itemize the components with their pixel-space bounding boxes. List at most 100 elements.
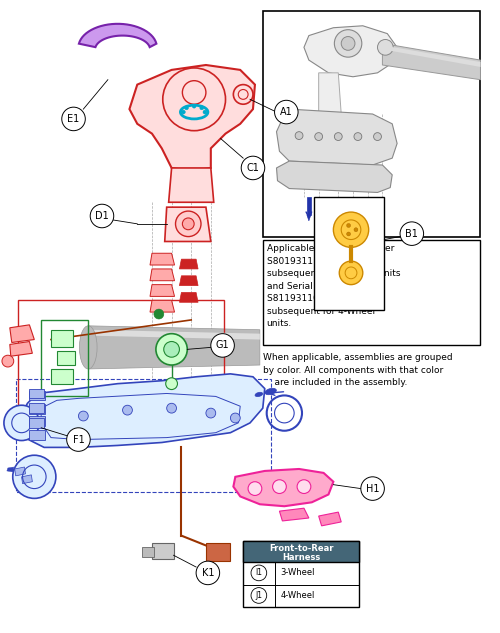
Circle shape [211, 334, 234, 357]
Bar [243, 541, 359, 607]
Circle shape [272, 480, 286, 494]
Circle shape [154, 309, 164, 319]
Text: H1: H1 [366, 484, 380, 494]
Circle shape [295, 132, 303, 139]
Bar [307, 197, 311, 215]
Circle shape [241, 156, 264, 180]
Text: J1: J1 [256, 591, 262, 600]
Circle shape [184, 106, 188, 110]
Polygon shape [330, 218, 334, 224]
Bar [353, 203, 357, 220]
Text: C1: C1 [246, 163, 260, 173]
Polygon shape [22, 475, 32, 484]
Bar [18, 300, 224, 413]
Circle shape [234, 85, 253, 104]
Polygon shape [382, 44, 480, 80]
Polygon shape [280, 508, 309, 521]
Ellipse shape [255, 392, 262, 397]
Bar [30, 391, 45, 400]
Bar [263, 11, 480, 237]
Circle shape [274, 100, 298, 124]
Polygon shape [79, 24, 156, 47]
Text: 3-Wheel: 3-Wheel [280, 568, 315, 577]
Circle shape [354, 228, 358, 232]
Polygon shape [150, 300, 174, 312]
Circle shape [166, 378, 177, 389]
Circle shape [354, 133, 362, 141]
Bar [51, 330, 72, 348]
Circle shape [334, 212, 368, 248]
Circle shape [361, 477, 384, 500]
Bar [51, 369, 72, 384]
Polygon shape [88, 326, 260, 369]
Bar [30, 404, 45, 414]
Text: F1: F1 [72, 435, 85, 444]
Polygon shape [150, 269, 174, 280]
Text: G1: G1 [216, 341, 230, 351]
Polygon shape [382, 46, 480, 67]
Bar [30, 403, 44, 413]
Circle shape [203, 110, 207, 114]
Bar [376, 197, 380, 215]
Circle shape [346, 232, 350, 236]
Polygon shape [7, 467, 14, 472]
Polygon shape [376, 215, 380, 221]
Text: D1: D1 [95, 211, 109, 221]
Bar [30, 418, 44, 428]
Circle shape [182, 110, 186, 114]
Polygon shape [318, 73, 341, 114]
Circle shape [166, 403, 176, 413]
Polygon shape [180, 259, 198, 269]
Ellipse shape [80, 326, 97, 369]
Circle shape [346, 223, 350, 227]
Bar [152, 544, 174, 559]
Polygon shape [234, 469, 334, 506]
Circle shape [400, 222, 423, 246]
Polygon shape [88, 330, 260, 339]
Polygon shape [318, 512, 341, 526]
Circle shape [90, 204, 114, 228]
Circle shape [200, 106, 203, 110]
Circle shape [192, 104, 196, 108]
Circle shape [341, 37, 355, 50]
Text: E1: E1 [68, 114, 80, 124]
Text: I1: I1 [256, 568, 262, 577]
Text: 4-Wheel: 4-Wheel [280, 591, 315, 600]
Circle shape [2, 355, 14, 367]
Bar [206, 544, 231, 561]
Polygon shape [307, 215, 311, 221]
Bar [314, 197, 384, 310]
Bar [243, 541, 359, 562]
Polygon shape [150, 285, 174, 296]
Circle shape [156, 334, 188, 365]
Circle shape [122, 405, 132, 415]
Circle shape [4, 405, 39, 441]
Circle shape [378, 39, 393, 55]
Polygon shape [130, 65, 255, 171]
Text: Applicable to Serial Number
S8019311100FV0 and
subsequent for 3-Wheel units
and : Applicable to Serial Number S8019311100F… [266, 244, 400, 329]
Circle shape [196, 561, 220, 585]
Bar [16, 379, 270, 492]
Text: Harness: Harness [282, 553, 320, 561]
Bar [41, 320, 88, 396]
Polygon shape [168, 168, 214, 203]
Bar [263, 239, 480, 346]
Ellipse shape [265, 388, 276, 395]
Bar [330, 200, 334, 218]
Circle shape [334, 133, 342, 141]
Polygon shape [180, 276, 198, 285]
Polygon shape [353, 220, 357, 226]
Text: A1: A1 [280, 107, 292, 117]
Polygon shape [164, 207, 211, 241]
Circle shape [297, 480, 311, 494]
Polygon shape [276, 109, 397, 165]
Text: Front-to-Rear: Front-to-Rear [269, 544, 334, 553]
Text: K1: K1 [202, 568, 214, 578]
Circle shape [230, 413, 240, 423]
Bar [57, 351, 74, 365]
Circle shape [206, 408, 216, 418]
Circle shape [374, 133, 382, 141]
Bar [30, 430, 45, 439]
Polygon shape [304, 26, 397, 77]
Polygon shape [20, 374, 264, 448]
